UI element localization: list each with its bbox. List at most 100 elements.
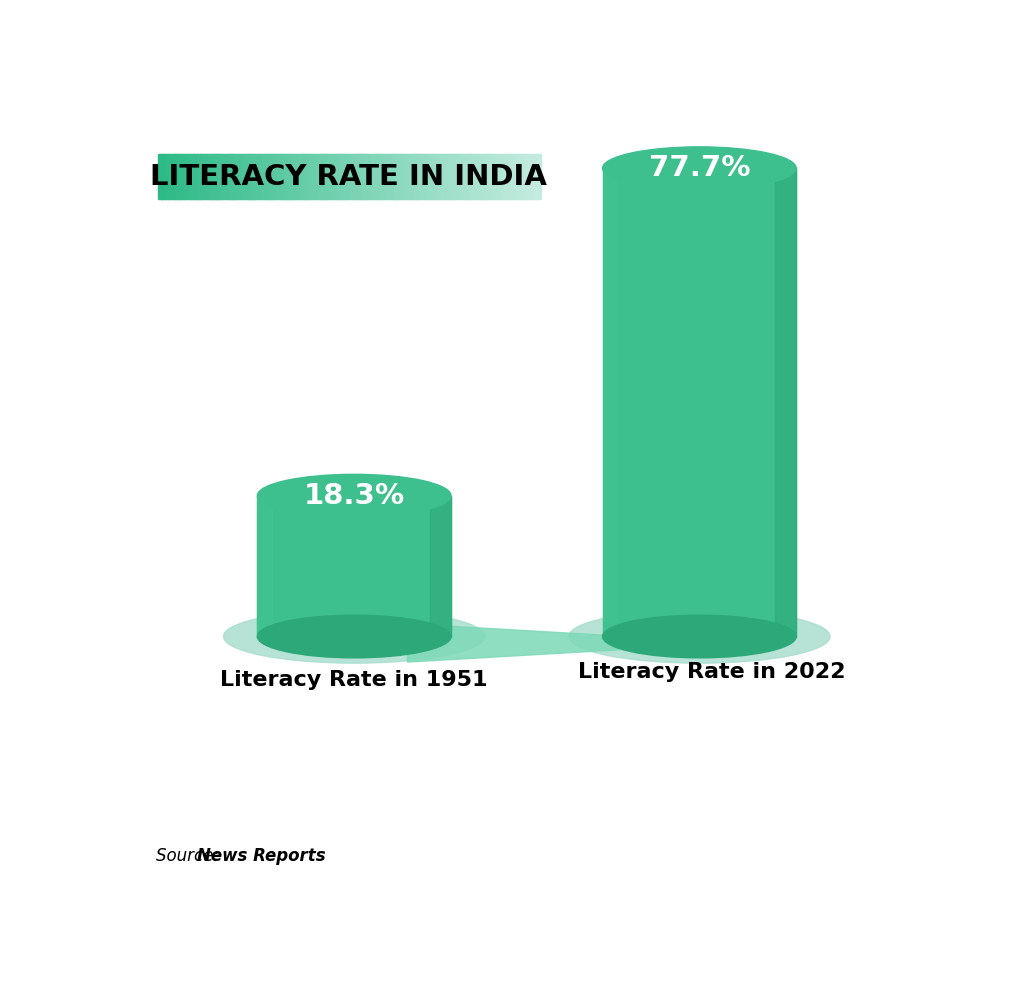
Ellipse shape: [568, 610, 830, 664]
Bar: [440, 154, 445, 199]
Bar: [266, 154, 270, 199]
Bar: [454, 154, 458, 199]
Ellipse shape: [257, 615, 451, 658]
Bar: [492, 154, 497, 199]
Bar: [212, 154, 217, 199]
Bar: [177, 154, 182, 199]
Bar: [430, 495, 451, 637]
Bar: [406, 154, 411, 199]
Bar: [511, 154, 515, 199]
Bar: [295, 154, 299, 199]
Bar: [289, 154, 293, 199]
Bar: [374, 154, 379, 199]
Bar: [361, 154, 367, 199]
Bar: [282, 154, 287, 199]
Bar: [437, 154, 442, 199]
Bar: [234, 154, 240, 199]
Bar: [517, 154, 521, 199]
Bar: [355, 154, 359, 199]
Bar: [180, 154, 185, 199]
Ellipse shape: [602, 615, 797, 658]
Text: Source:: Source:: [156, 847, 224, 864]
Bar: [307, 154, 312, 199]
Bar: [501, 154, 506, 199]
Bar: [203, 154, 208, 199]
Bar: [304, 154, 309, 199]
Bar: [425, 154, 430, 199]
Bar: [358, 154, 362, 199]
Ellipse shape: [223, 610, 485, 664]
Text: News Reports: News Reports: [197, 847, 326, 864]
Bar: [451, 154, 455, 199]
Bar: [602, 168, 617, 637]
Bar: [221, 154, 226, 199]
Bar: [225, 154, 229, 199]
Bar: [183, 154, 188, 199]
Bar: [336, 154, 341, 199]
Bar: [485, 154, 489, 199]
Bar: [399, 154, 404, 199]
Bar: [200, 154, 204, 199]
Bar: [342, 154, 347, 199]
Bar: [231, 154, 236, 199]
Text: Literacy Rate in 1951: Literacy Rate in 1951: [220, 671, 487, 690]
Bar: [365, 154, 370, 199]
Bar: [250, 154, 255, 199]
Bar: [443, 154, 449, 199]
Bar: [162, 154, 166, 199]
Bar: [526, 154, 531, 199]
Bar: [269, 154, 274, 199]
Bar: [263, 154, 267, 199]
Bar: [475, 154, 480, 199]
Bar: [247, 154, 252, 199]
Bar: [215, 154, 220, 199]
Bar: [775, 168, 797, 637]
Bar: [218, 154, 223, 199]
Text: 77.7%: 77.7%: [648, 154, 751, 182]
Bar: [189, 154, 195, 199]
Bar: [434, 154, 439, 199]
Bar: [206, 154, 211, 199]
Bar: [422, 154, 426, 199]
Bar: [504, 154, 509, 199]
Bar: [348, 154, 353, 199]
Bar: [460, 154, 465, 199]
Text: 18.3%: 18.3%: [303, 482, 404, 509]
Bar: [298, 154, 303, 199]
Bar: [275, 154, 281, 199]
Bar: [327, 154, 331, 199]
Bar: [194, 154, 198, 199]
Bar: [466, 154, 471, 199]
Bar: [495, 154, 500, 199]
Bar: [482, 154, 486, 199]
Bar: [498, 154, 503, 199]
Bar: [419, 154, 423, 199]
Ellipse shape: [257, 475, 451, 517]
Bar: [488, 154, 494, 199]
Bar: [532, 154, 538, 199]
Bar: [310, 154, 315, 199]
Bar: [272, 154, 278, 199]
Bar: [158, 154, 163, 199]
Bar: [165, 154, 169, 199]
Bar: [412, 154, 417, 199]
Bar: [330, 154, 334, 199]
Bar: [384, 154, 388, 199]
Bar: [324, 154, 328, 199]
Bar: [321, 154, 325, 199]
Bar: [279, 154, 284, 199]
Bar: [507, 154, 512, 199]
Bar: [380, 154, 385, 199]
Bar: [463, 154, 468, 199]
Bar: [602, 168, 797, 637]
Bar: [377, 154, 382, 199]
Bar: [390, 154, 394, 199]
Bar: [447, 154, 452, 199]
Bar: [260, 154, 264, 199]
Bar: [285, 154, 290, 199]
Bar: [313, 154, 318, 199]
Bar: [244, 154, 249, 199]
Bar: [472, 154, 477, 199]
Bar: [171, 154, 176, 199]
Bar: [368, 154, 373, 199]
